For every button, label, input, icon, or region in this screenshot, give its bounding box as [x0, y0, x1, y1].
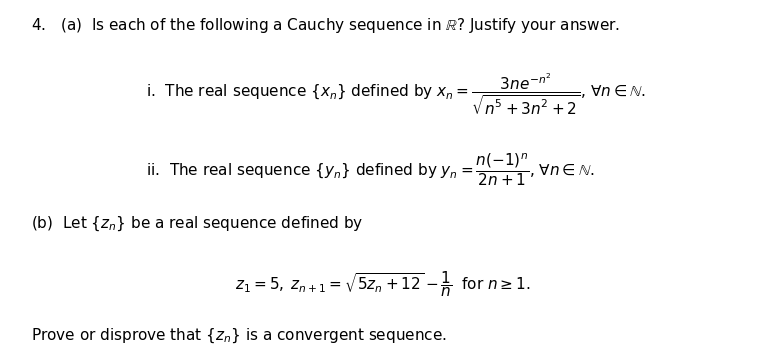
Text: Prove or disprove that $\{z_n\}$ is a convergent sequence.: Prove or disprove that $\{z_n\}$ is a co… — [31, 327, 447, 345]
Text: i.  The real sequence $\{x_n\}$ defined by $x_n = \dfrac{3ne^{-n^2}}{\sqrt{n^5+3: i. The real sequence $\{x_n\}$ defined b… — [146, 71, 645, 117]
Text: 4.   (a)  Is each of the following a Cauchy sequence in $\mathbb{R}$? Justify yo: 4. (a) Is each of the following a Cauchy… — [31, 16, 620, 35]
Text: $z_1 = 5,\; z_{n+1} = \sqrt{5z_n + 12} - \dfrac{1}{n}\;$ for $n \geq 1$.: $z_1 = 5,\; z_{n+1} = \sqrt{5z_n + 12} -… — [235, 270, 531, 299]
Text: ii.  The real sequence $\{y_n\}$ defined by $y_n = \dfrac{n(-1)^n}{2n+1}$, $\for: ii. The real sequence $\{y_n\}$ defined … — [146, 152, 594, 188]
Text: (b)  Let $\{z_n\}$ be a real sequence defined by: (b) Let $\{z_n\}$ be a real sequence def… — [31, 214, 363, 233]
